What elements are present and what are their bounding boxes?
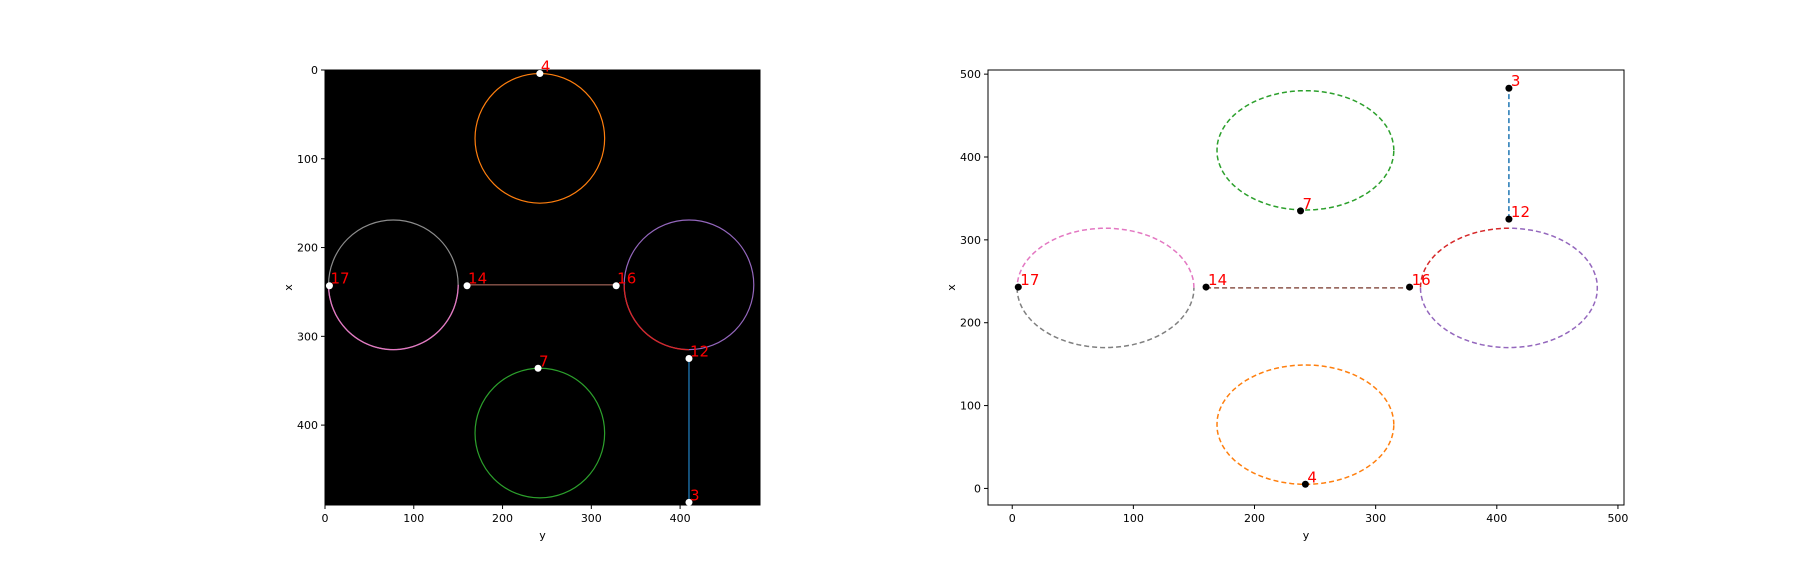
segment-pink-arc [327,284,459,351]
right-axes-frame [987,69,1625,506]
series-red [1419,227,1509,288]
left-xtick-label: 400 [670,512,691,525]
left-node-label: 14 [468,270,487,288]
left-node-4 [536,70,544,78]
left-node-12 [685,355,693,363]
right-node-7 [1297,207,1305,215]
right-xtick-label: 400 [1486,512,1507,525]
image-background [325,70,760,505]
left-axes-frame [324,69,761,506]
left-ytick-label: 400 [297,419,318,432]
left-node-17 [325,282,333,290]
right-ylabel: x [945,284,958,291]
series-green [1216,89,1395,211]
right-node-label: 4 [1307,468,1317,486]
right-xlabel: y [1303,529,1310,542]
left-node-label: 16 [617,270,636,288]
right-ytick-label: 500 [960,68,981,81]
left-xtick-label: 100 [403,512,424,525]
right-node-label: 14 [1208,271,1227,289]
right-xtick-label: 0 [1009,512,1016,525]
right-panel: 0 100 200 300 400 500 0 100 200 300 400 500 y x 3 12 7 17… [945,68,1628,542]
left-ytick-label: 300 [297,330,318,343]
left-ylabel: x [282,284,295,291]
segment-red-arc [623,284,689,351]
right-node-4 [1301,480,1309,488]
right-ytick-label: 400 [960,151,981,164]
left-xtick-label: 200 [492,512,513,525]
series-orange [1216,364,1395,486]
right-node-16 [1406,283,1414,291]
series-pink [1016,227,1195,288]
left-ytick-label: 200 [297,242,318,255]
right-node-3 [1505,84,1513,92]
right-node-14 [1202,283,1210,291]
left-node-7 [534,364,542,372]
right-ytick-label: 300 [960,234,981,247]
left-node-label: 12 [690,343,709,361]
right-node-label: 17 [1020,271,1039,289]
left-node-14 [463,282,471,290]
left-node-label: 4 [541,58,551,76]
right-xtick-label: 100 [1123,512,1144,525]
right-node-12 [1505,215,1513,223]
left-xlabel: y [539,529,546,542]
right-ytick-label: 0 [974,482,981,495]
right-xtick-label: 300 [1365,512,1386,525]
right-node-label: 7 [1303,195,1313,213]
left-node-16 [612,282,620,290]
left-xtick-label: 300 [581,512,602,525]
left-node-3 [685,498,693,506]
right-xtick-label: 200 [1244,512,1265,525]
left-ytick-label: 100 [297,153,318,166]
series-gray [1016,287,1195,349]
right-ytick-label: 200 [960,317,981,330]
right-node-label: 3 [1511,72,1521,90]
left-xtick-label: 0 [322,512,329,525]
left-ytick-label: 0 [311,64,318,77]
left-panel: 0 100 200 300 400 0 100 200 300 400 y x 4 17 14 16 12 7 3 [282,58,761,542]
right-xtick-label: 500 [1607,512,1628,525]
right-node-label: 16 [1412,271,1431,289]
left-node-label: 7 [539,352,549,370]
right-ytick-label: 100 [960,400,981,413]
left-node-label: 17 [330,270,349,288]
right-node-label: 12 [1511,203,1530,221]
right-node-17 [1014,283,1022,291]
left-node-label: 3 [690,486,700,504]
series-purple [1419,227,1599,349]
